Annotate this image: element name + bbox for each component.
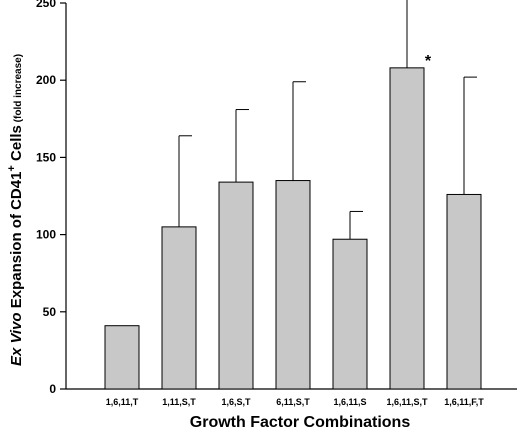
- x-tick-label: 1,6,S,T: [221, 397, 251, 407]
- plot-area: 0 50 100 150 200 250 1,6,11,T 1,11,S,T 1,6,S,T 6,…: [36, 0, 517, 407]
- bar: [104, 325, 140, 390]
- x-tick-label: 1,6,11,T: [106, 397, 139, 407]
- y-tick-label: 50: [43, 305, 57, 319]
- y-tick-label: 250: [36, 0, 56, 10]
- y-axis-title-after: Cells: [8, 125, 25, 165]
- bar: [332, 238, 368, 390]
- y-axis-title: Ex Vivo Expansion of CD41+ Cells (fold i…: [6, 54, 25, 366]
- bar: [389, 67, 425, 390]
- bar: [275, 180, 311, 390]
- x-tick-label: 1,11,S,T: [162, 397, 196, 407]
- y-axis-title-main: Expansion of CD41: [8, 172, 25, 313]
- y-tick-label: 100: [36, 228, 56, 242]
- x-axis-title: Growth Factor Combinations: [190, 414, 411, 431]
- x-tick-label: 1,6,11,S: [333, 397, 366, 407]
- significance-annotation: *: [425, 53, 432, 70]
- bar: [446, 193, 482, 390]
- y-tick-label: 200: [36, 73, 56, 87]
- y-tick-label: 150: [36, 150, 56, 164]
- y-tick-label: 0: [49, 382, 56, 396]
- y-axis-title-superscript: +: [6, 165, 18, 171]
- bar: [161, 226, 197, 390]
- x-tick-label: 6,11,S,T: [276, 397, 310, 407]
- x-tick-label: 1,6,11,S,T: [386, 397, 428, 407]
- y-axis-title-small: (fold increase): [13, 54, 24, 125]
- bar: [218, 181, 254, 390]
- y-axis-title-italic: Ex Vivo: [8, 312, 25, 366]
- x-tick-label: 1,6,11,F,T: [444, 397, 484, 407]
